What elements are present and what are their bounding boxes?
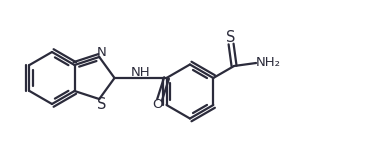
Text: N: N bbox=[97, 46, 106, 60]
Text: S: S bbox=[226, 31, 236, 46]
Text: O: O bbox=[152, 98, 163, 111]
Text: S: S bbox=[97, 97, 106, 112]
Text: NH₂: NH₂ bbox=[256, 55, 280, 69]
Text: NH: NH bbox=[131, 66, 150, 80]
